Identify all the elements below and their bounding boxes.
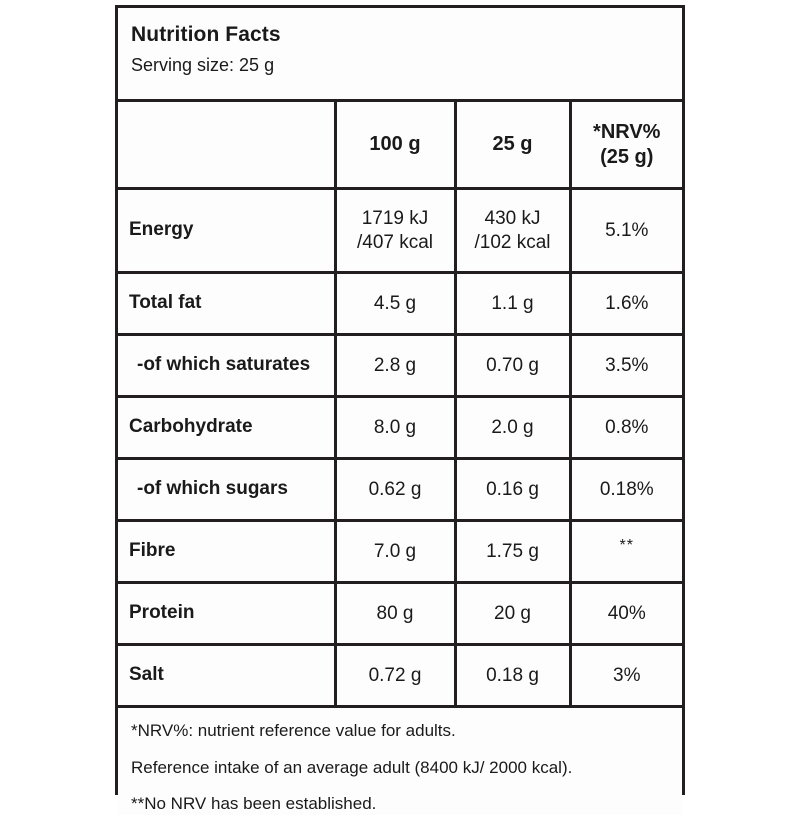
energy-per-100g-kcal: /407 kcal	[356, 231, 434, 253]
energy-per-25g: 430 kJ /102 kcal	[457, 207, 569, 255]
value-cell-per-100g: 4.5 g	[333, 271, 455, 335]
column-header-nrv: *NRV% (25 g)	[572, 120, 683, 169]
header-cell-blank	[118, 99, 335, 189]
sugars-per-25g: 0.16 g	[486, 478, 539, 500]
value-cell-per-100g: 1719 kJ /407 kcal	[333, 187, 455, 273]
salt-per-100g: 0.72 g	[368, 664, 422, 686]
nutrition-facts-panel: Nutrition Facts Serving size: 25 g 100 g…	[115, 5, 685, 815]
footnote-reference-intake: Reference intake of an average adult (84…	[131, 757, 573, 777]
total-fat-per-25g: 1.1 g	[491, 292, 534, 314]
value-cell-per-25g: 20 g	[453, 581, 570, 645]
energy-per-25g-kj: 430 kJ	[484, 207, 541, 229]
row-label-cell: Protein	[118, 581, 335, 645]
row-label-cell: -of which sugars	[118, 457, 335, 521]
fibre-nrv: **	[619, 537, 634, 555]
value-cell-per-100g: 7.0 g	[333, 519, 455, 583]
nutrient-label-saturates: -of which saturates	[137, 354, 311, 376]
table-row: -of which saturates 2.8 g 0.70 g 3.5%	[118, 333, 682, 397]
value-cell-per-25g: 0.70 g	[453, 333, 570, 397]
carbohydrate-nrv: 0.8%	[605, 416, 649, 438]
energy-per-100g-kj: 1719 kJ	[361, 207, 429, 229]
energy-per-25g-kcal: /102 kcal	[474, 231, 551, 253]
header-cell-per-25g: 25 g	[453, 99, 570, 189]
table-row: Carbohydrate 8.0 g 2.0 g 0.8%	[118, 395, 682, 459]
fibre-per-100g: 7.0 g	[373, 540, 417, 562]
column-header-nrv-line2: (25 g)	[600, 145, 654, 168]
footnote-no-nrv: **No NRV has been established.	[131, 794, 377, 814]
nutrient-label-salt: Salt	[129, 664, 164, 686]
nutrient-label-fibre: Fibre	[129, 540, 176, 562]
value-cell-nrv: 1.6%	[568, 271, 682, 335]
row-label-cell: Fibre	[118, 519, 335, 583]
column-header-100g: 100 g	[369, 133, 421, 156]
saturates-per-100g: 2.8 g	[373, 354, 417, 376]
table-row: Salt 0.72 g 0.18 g 3%	[118, 643, 682, 705]
value-cell-per-100g: 2.8 g	[333, 333, 455, 397]
value-cell-per-25g: 0.16 g	[453, 457, 570, 521]
column-header-nrv-line1: *NRV%	[593, 121, 661, 144]
panel-heading: Nutrition Facts Serving size: 25 g	[118, 8, 682, 99]
column-header-25g: 25 g	[492, 133, 533, 156]
carbohydrate-per-100g: 8.0 g	[373, 416, 417, 438]
row-label-cell: Salt	[118, 643, 335, 705]
value-cell-per-25g: 1.75 g	[453, 519, 570, 583]
row-label-cell: Total fat	[118, 271, 335, 335]
value-cell-nrv: 3.5%	[568, 333, 682, 397]
row-label-cell: Carbohydrate	[118, 395, 335, 459]
value-cell-nrv: 40%	[568, 581, 682, 645]
table-row: Energy 1719 kJ /407 kcal 430 kJ /102 kca…	[118, 187, 682, 273]
value-cell-nrv: 5.1%	[568, 187, 682, 273]
value-cell-per-25g: 1.1 g	[453, 271, 570, 335]
header-cell-per-100g: 100 g	[333, 99, 455, 189]
value-cell-nrv: **	[568, 519, 682, 583]
protein-per-25g: 20 g	[494, 602, 531, 624]
fibre-per-25g: 1.75 g	[486, 540, 539, 562]
value-cell-per-25g: 0.18 g	[453, 643, 570, 705]
table-row: Total fat 4.5 g 1.1 g 1.6%	[118, 271, 682, 335]
nutrient-label-sugars: -of which sugars	[137, 478, 288, 500]
table-row: -of which sugars 0.62 g 0.16 g 0.18%	[118, 457, 682, 521]
row-label-cell: -of which saturates	[118, 333, 335, 397]
sugars-per-100g: 0.62 g	[368, 478, 422, 500]
energy-nrv: 5.1%	[605, 219, 649, 241]
value-cell-per-100g: 8.0 g	[333, 395, 455, 459]
footnote-nrv-definition: *NRV%: nutrient reference value for adul…	[131, 721, 456, 740]
value-cell-per-25g: 2.0 g	[453, 395, 570, 459]
table-row: Fibre 7.0 g 1.75 g **	[118, 519, 682, 583]
page-title: Nutrition Facts	[131, 23, 281, 46]
nutrition-table-body: 100 g 25 g *NRV% (25 g) Energy	[118, 99, 683, 705]
nutrient-label-carbohydrate: Carbohydrate	[129, 416, 253, 438]
serving-size-text: Serving size: 25 g	[131, 55, 275, 76]
energy-per-100g: 1719 kJ /407 kcal	[337, 207, 454, 255]
salt-nrv: 3%	[613, 664, 641, 686]
nutrient-label-energy: Energy	[129, 219, 194, 241]
sugars-nrv: 0.18%	[599, 478, 654, 500]
saturates-nrv: 3.5%	[605, 354, 649, 376]
table-row: Protein 80 g 20 g 40%	[118, 581, 682, 645]
value-cell-per-100g: 80 g	[333, 581, 455, 645]
total-fat-per-100g: 4.5 g	[373, 292, 417, 314]
nutrient-label-protein: Protein	[129, 602, 195, 624]
value-cell-per-25g: 430 kJ /102 kcal	[453, 187, 570, 273]
value-cell-nrv: 3%	[568, 643, 682, 705]
saturates-per-25g: 0.70 g	[486, 354, 539, 376]
footnotes-section: *NRV%: nutrient reference value for adul…	[118, 705, 682, 815]
carbohydrate-per-25g: 2.0 g	[491, 416, 534, 438]
value-cell-per-100g: 0.72 g	[333, 643, 455, 705]
protein-nrv: 40%	[607, 602, 646, 624]
header-cell-nrv: *NRV% (25 g)	[568, 99, 683, 189]
protein-per-100g: 80 g	[376, 602, 414, 624]
row-label-cell: Energy	[118, 187, 335, 273]
total-fat-nrv: 1.6%	[605, 292, 649, 314]
salt-per-25g: 0.18 g	[486, 664, 539, 686]
nutrition-table: 100 g 25 g *NRV% (25 g) Energy	[118, 99, 682, 705]
value-cell-per-100g: 0.62 g	[333, 457, 455, 521]
nutrient-label-total-fat: Total fat	[129, 292, 202, 314]
value-cell-nrv: 0.18%	[568, 457, 682, 521]
table-header-row: 100 g 25 g *NRV% (25 g)	[118, 99, 683, 189]
value-cell-nrv: 0.8%	[568, 395, 682, 459]
